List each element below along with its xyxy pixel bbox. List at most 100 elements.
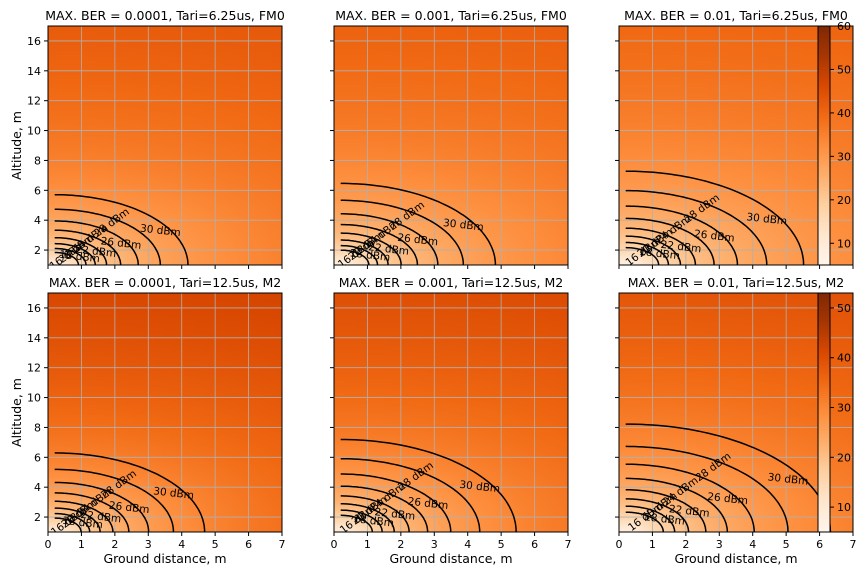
heatmap (334, 293, 568, 532)
contour-label: 18 dBm (644, 511, 686, 528)
contour-30 (340, 438, 517, 532)
y-tick-label: 14 (27, 65, 41, 78)
heatmap (619, 26, 853, 265)
axes-frame (47, 292, 283, 533)
y-tick-label: 16 (27, 35, 41, 48)
x-tick-label: 5 (498, 538, 505, 551)
contour-label: 30 dBm (153, 485, 195, 502)
y-tick-label: 8 (34, 154, 41, 167)
colorbar-tick-label: 20 (837, 451, 851, 464)
contour-30 (340, 182, 497, 265)
contour-18 (625, 241, 670, 265)
x-tick-label: 3 (431, 538, 438, 551)
contour-18 (54, 512, 91, 532)
x-tick-label: 4 (464, 538, 471, 551)
axes-frame (618, 292, 854, 533)
contour-16 (625, 246, 660, 265)
y-tick-label: 16 (27, 302, 41, 315)
subplot-title: MAX. BER = 0.0001, Tari=12.5us, M2 (49, 275, 281, 290)
x-tick-label: 3 (145, 538, 152, 551)
contour-28 (340, 199, 465, 265)
contour-20 (340, 239, 389, 265)
contour-label: 18 dBm (59, 249, 101, 266)
contour-28 (54, 208, 162, 265)
colorbar-gradient (817, 292, 831, 533)
contour-22 (625, 227, 697, 265)
x-tick-label: 1 (78, 538, 85, 551)
contour-label: 22 dBm (80, 509, 122, 526)
x-tick-label: 2 (397, 538, 404, 551)
axes-frame (47, 25, 283, 266)
y-tick-label: 6 (34, 184, 41, 197)
subplot-title: MAX. BER = 0.001, Tari=12.5us, M2 (339, 275, 563, 290)
y-tick-label: 2 (34, 511, 41, 524)
x-tick-label: 1 (649, 538, 656, 551)
colorbar-1: 10 20 30 40 50 (817, 292, 851, 533)
contour-30 (54, 452, 206, 532)
contour-20 (54, 242, 96, 265)
contour-22 (340, 232, 402, 265)
x-axis-label: Ground distance, m (103, 551, 226, 566)
x-tick-label: 0 (45, 538, 52, 551)
contour-18 (54, 247, 87, 265)
x-tick-label: 0 (616, 538, 623, 551)
axes-frame (333, 25, 569, 266)
x-tick-label: 7 (279, 538, 286, 551)
contour-18 (340, 244, 379, 265)
subplot-title: MAX. BER = 0.001, Tari=6.25us, FM0 (335, 8, 567, 23)
contour-28 (625, 445, 789, 532)
y-axis-label: Altitude, m (9, 378, 24, 447)
x-tick-label: 6 (816, 538, 823, 551)
contour-20 (54, 507, 101, 532)
axes-frame (618, 25, 854, 266)
heatmap (48, 293, 282, 532)
y-tick-label: 4 (34, 214, 41, 227)
contour-label: 26 dBm (693, 228, 735, 245)
contour-label: 30 dBm (442, 217, 484, 234)
axes-frame (333, 292, 569, 533)
contour-26 (340, 473, 452, 532)
x-tick-label: 5 (212, 538, 219, 551)
contour-26 (340, 213, 439, 265)
contour-26 (54, 481, 150, 532)
contour-28 (340, 457, 481, 532)
y-tick-label: 4 (34, 481, 41, 494)
contour-20 (340, 503, 395, 532)
subplot-title: MAX. BER = 0.0001, Tari=6.25us, FM0 (45, 8, 285, 23)
y-tick-label: 12 (27, 95, 41, 108)
contour-label: 18 dBm (353, 513, 395, 530)
contour-label: 30 dBm (139, 223, 181, 240)
contour-label: 18 dBm (639, 246, 681, 263)
x-tick-label: 4 (178, 538, 185, 551)
contour-26 (54, 220, 139, 265)
heatmap (619, 293, 853, 532)
colorbar-tick-label: 30 (837, 150, 851, 163)
contour-28 (625, 189, 768, 265)
x-tick-label: 1 (364, 538, 371, 551)
contour-18 (340, 509, 383, 532)
contour-20 (625, 498, 690, 532)
contour-label: 22 dBm (75, 243, 117, 260)
contour-label: 22 dBm (374, 506, 416, 523)
contour-label: 22 dBm (368, 241, 410, 258)
colorbar-tick-label: 10 (837, 501, 851, 514)
contour-28 (54, 468, 175, 532)
contour-label: 26 dBm (100, 235, 142, 252)
contour-30 (54, 193, 189, 265)
x-tick-label: 4 (749, 538, 756, 551)
contour-24 (340, 485, 429, 532)
contour-16 (625, 511, 665, 532)
contour-label: 26 dBm (108, 500, 150, 517)
contour-24 (54, 229, 122, 265)
contour-22 (625, 489, 707, 532)
contour-label: 26 dBm (407, 496, 449, 513)
contour-22 (54, 236, 108, 265)
contour-24 (625, 217, 715, 265)
x-tick-label: 7 (850, 538, 857, 551)
colorbar-tick-label: 50 (837, 302, 851, 315)
x-tick-label: 6 (531, 538, 538, 551)
